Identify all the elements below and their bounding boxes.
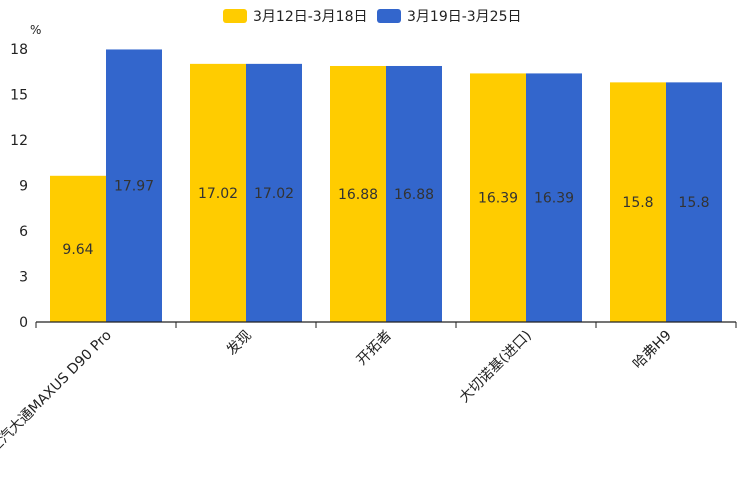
legend-label-series-1: 3月12日-3月18日	[253, 9, 368, 25]
bar-1-5	[610, 82, 666, 322]
bar-1-1	[50, 175, 106, 322]
data-label: 17.02	[198, 186, 238, 202]
data-label: 16.39	[478, 191, 518, 207]
bar-1-4	[470, 73, 526, 322]
data-label: 16.39	[534, 191, 574, 207]
y-tick-label: 3	[19, 270, 28, 286]
bar-2-5	[666, 82, 722, 322]
y-tick-label: 6	[19, 224, 28, 240]
bar-1-2	[190, 63, 246, 322]
x-category-label: 哈弗H9	[630, 328, 675, 373]
x-category-label: 大切诺基(进口)	[456, 327, 535, 406]
bars	[50, 49, 722, 323]
data-labels: 9.64 17.97 17.02 17.02 16.88 16.88 16.39 16.39 1…	[62, 179, 709, 258]
y-tick-label: 9	[19, 179, 28, 195]
x-axis: 上汽大通MAXUS D90 Pro 发现 开拓者 大切诺基(进口) 哈弗H9	[0, 321, 737, 457]
legend-label-series-2: 3月19日-3月25日	[407, 9, 522, 25]
y-tick-label: 18	[10, 42, 28, 58]
legend-swatch-series-1	[223, 9, 247, 23]
legend: 3月12日-3月18日 3月19日-3月25日	[223, 9, 522, 25]
bar-2-3	[386, 65, 442, 322]
data-label: 17.02	[254, 186, 294, 202]
bar-2-1	[106, 49, 162, 323]
y-tick-label: 12	[10, 133, 28, 149]
y-axis: 0 3 6 9 12 15 18	[10, 42, 28, 331]
y-tick-label: 0	[19, 315, 28, 331]
data-label: 15.8	[678, 195, 709, 211]
y-tick-label: 15	[10, 88, 28, 104]
bar-2-4	[526, 73, 582, 322]
x-category-label: 上汽大通MAXUS D90 Pro	[0, 328, 115, 457]
data-label: 9.64	[62, 242, 93, 258]
y-axis-unit: %	[30, 23, 41, 37]
bar-1-3	[330, 65, 386, 322]
data-label: 17.97	[114, 179, 154, 195]
x-category-label: 发现	[224, 328, 255, 359]
data-label: 16.88	[394, 187, 434, 203]
legend-swatch-series-2	[377, 9, 401, 23]
x-category-label: 开拓者	[354, 328, 395, 369]
data-label: 15.8	[622, 195, 653, 211]
bar-2-2	[246, 63, 302, 322]
data-label: 16.88	[338, 187, 378, 203]
